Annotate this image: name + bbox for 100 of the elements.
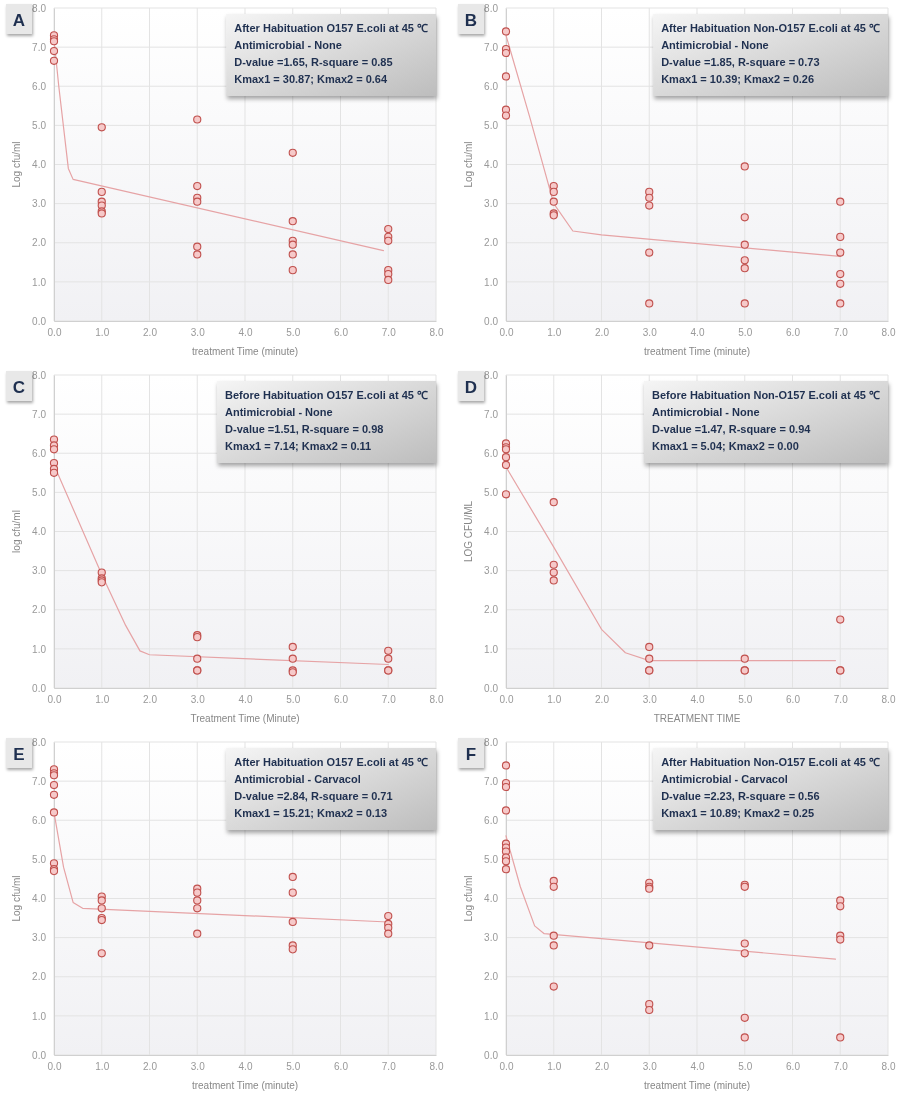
x-tick-label: 0.0 xyxy=(47,1061,62,1073)
annotation: Antimicrobial - Carvacol xyxy=(661,773,788,785)
annotation: Kmax1 = 30.87; Kmax2 = 0.64 xyxy=(234,73,388,85)
x-tick-label: 3.0 xyxy=(642,1061,658,1073)
x-tick-label: 2.0 xyxy=(143,1061,158,1073)
y-tick-label: 5.0 xyxy=(32,487,47,499)
y-tick-label: 5.0 xyxy=(484,120,499,132)
annotation: After Habituation O157 E.coli at 45 ℃ xyxy=(234,22,428,34)
y-tick-label: 2.0 xyxy=(484,604,499,616)
annotation: After Habituation Non-O157 E.coli at 45 ℃ xyxy=(661,22,880,34)
x-tick-label: 1.0 xyxy=(547,694,562,706)
x-tick-label: 7.0 xyxy=(833,1061,849,1073)
y-tick-label: 1.0 xyxy=(484,1010,499,1022)
x-tick-label: 7.0 xyxy=(833,327,849,339)
annotation: D-value =2.84, R-square = 0.71 xyxy=(234,790,393,802)
y-tick-label: 7.0 xyxy=(32,408,47,420)
y-tick-label: 5.0 xyxy=(484,487,499,499)
x-tick-label: 6.0 xyxy=(334,327,349,339)
annotation: D-value =2.23, R-square = 0.56 xyxy=(661,790,820,802)
x-tick-label: 0.0 xyxy=(499,327,514,339)
y-tick-label: 0.0 xyxy=(32,315,47,327)
y-tick-label: 2.0 xyxy=(32,971,47,983)
annotation: D-value =1.65, R-square = 0.85 xyxy=(234,56,393,68)
annotation: After Habituation Non-O157 E.coli at 45 ℃ xyxy=(661,756,880,768)
y-tick-label: 8.0 xyxy=(484,369,499,381)
x-axis-title: Treatment Time (Minute) xyxy=(190,713,300,724)
x-tick-label: 4.0 xyxy=(238,694,253,706)
y-tick-label: 6.0 xyxy=(484,814,499,826)
x-tick-label: 8.0 xyxy=(429,694,444,706)
x-axis-title: treatment Time (minute) xyxy=(191,346,299,357)
y-tick-label: 4.0 xyxy=(484,526,499,538)
x-tick-label: 3.0 xyxy=(642,694,658,706)
annotation: D-value =1.47, R-square = 0.94 xyxy=(652,423,812,435)
x-tick-label: 0.0 xyxy=(499,1061,514,1073)
x-axis-title: treatment Time (minute) xyxy=(191,1080,299,1091)
x-tick-label: 6.0 xyxy=(786,694,801,706)
chart-title: F xyxy=(465,745,477,764)
y-tick-label: 7.0 xyxy=(484,775,499,787)
y-tick-label: 7.0 xyxy=(32,775,47,787)
y-axis-title: log cfu/ml xyxy=(11,510,22,553)
chart-title: B xyxy=(464,11,478,30)
x-tick-label: 1.0 xyxy=(95,694,110,706)
y-tick-label: 6.0 xyxy=(32,80,47,92)
y-tick-label: 6.0 xyxy=(32,814,47,826)
y-tick-label: 1.0 xyxy=(32,276,47,288)
y-axis-title: Log cfu/ml xyxy=(463,875,474,922)
x-tick-label: 8.0 xyxy=(881,694,896,706)
x-tick-label: 5.0 xyxy=(738,327,753,339)
annotation: After Habituation O157 E.coli at 45 ℃ xyxy=(234,756,428,768)
x-tick-label: 4.0 xyxy=(690,1061,705,1073)
x-tick-label: 3.0 xyxy=(642,327,658,339)
x-tick-label: 2.0 xyxy=(595,694,610,706)
y-tick-label: 5.0 xyxy=(32,120,47,132)
y-tick-label: 1.0 xyxy=(484,276,499,288)
x-tick-label: 7.0 xyxy=(381,694,397,706)
y-axis-title: Log cfu/ml xyxy=(11,875,22,922)
chart-title: E xyxy=(13,745,25,764)
annotation: Before Habituation Non-O157 E.coli at 45 ℃ xyxy=(652,389,880,401)
annotation: Antimicrobial - None xyxy=(652,406,760,418)
y-tick-label: 0.0 xyxy=(484,682,499,694)
y-tick-label: 3.0 xyxy=(32,198,47,210)
chart-title: C xyxy=(12,378,26,397)
annotation: Antimicrobial - None xyxy=(225,406,333,418)
y-tick-label: 8.0 xyxy=(32,369,47,381)
annotation: Antimicrobial - Carvacol xyxy=(234,773,361,785)
y-tick-label: 4.0 xyxy=(484,159,499,171)
x-tick-label: 2.0 xyxy=(143,694,158,706)
y-tick-label: 4.0 xyxy=(32,893,47,905)
y-tick-label: 8.0 xyxy=(32,736,47,748)
y-tick-label: 8.0 xyxy=(484,736,499,748)
y-tick-label: 5.0 xyxy=(32,854,47,866)
y-tick-label: 1.0 xyxy=(32,1010,47,1022)
chart-title: D xyxy=(464,378,478,397)
y-tick-label: 1.0 xyxy=(484,643,499,655)
y-tick-label: 2.0 xyxy=(32,604,47,616)
y-tick-label: 3.0 xyxy=(484,565,499,577)
annotation: Kmax1 = 10.89; Kmax2 = 0.25 xyxy=(661,807,815,819)
x-axis-title: treatment Time (minute) xyxy=(643,1080,751,1091)
y-tick-label: 3.0 xyxy=(484,198,499,210)
y-tick-label: 0.0 xyxy=(32,1049,47,1061)
annotation: Kmax1 = 15.21; Kmax2 = 0.13 xyxy=(234,807,388,819)
y-tick-label: 8.0 xyxy=(32,2,47,14)
annotation: Kmax1 = 10.39; Kmax2 = 0.26 xyxy=(661,73,815,85)
x-tick-label: 5.0 xyxy=(738,694,753,706)
x-tick-label: 6.0 xyxy=(786,1061,801,1073)
annotation: Before Habituation O157 E.coli at 45 ℃ xyxy=(225,389,428,401)
annotation: Kmax1 = 5.04; Kmax2 = 0.00 xyxy=(652,440,799,452)
x-axis-title: treatment Time (minute) xyxy=(643,346,751,357)
y-tick-label: 3.0 xyxy=(32,565,47,577)
y-tick-label: 2.0 xyxy=(484,237,499,249)
x-tick-label: 5.0 xyxy=(738,1061,753,1073)
y-tick-label: 1.0 xyxy=(32,643,47,655)
x-tick-label: 3.0 xyxy=(190,327,206,339)
x-tick-label: 1.0 xyxy=(547,1061,562,1073)
y-tick-label: 2.0 xyxy=(484,971,499,983)
x-tick-label: 1.0 xyxy=(95,327,110,339)
x-axis-title: TREATMENT TIME xyxy=(653,713,741,724)
x-tick-label: 4.0 xyxy=(690,327,705,339)
y-tick-label: 0.0 xyxy=(484,315,499,327)
y-tick-label: 7.0 xyxy=(484,41,499,53)
